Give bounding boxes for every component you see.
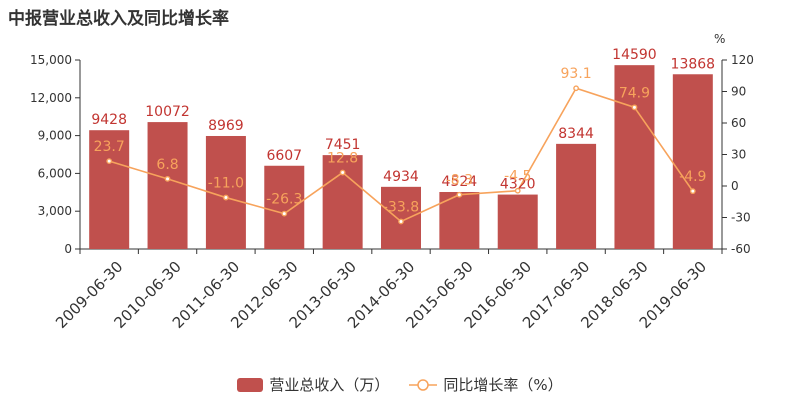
revenue-bar-label: 13868	[671, 56, 716, 72]
revenue-bar	[672, 74, 713, 249]
growth-line-series	[106, 85, 696, 225]
growth-point-label: -33.8	[383, 199, 419, 215]
revenue-bar	[556, 143, 597, 249]
growth-point-label: 74.9	[619, 85, 650, 101]
y-left-tick-label: 12,000	[30, 91, 72, 105]
revenue-bar	[322, 155, 363, 249]
growth-point-label: -8.3	[446, 173, 473, 189]
revenue-bar-label: 4934	[383, 169, 419, 185]
growth-point	[456, 191, 463, 198]
growth-point-label: -11.0	[208, 176, 244, 192]
revenue-bar	[147, 122, 188, 249]
revenue-bar	[497, 194, 538, 249]
growth-point	[573, 85, 579, 92]
growth-point-label: 6.8	[156, 157, 178, 173]
growth-point	[514, 187, 521, 194]
revenue-bar	[264, 165, 305, 249]
revenue-bar	[614, 65, 655, 249]
legend-label-revenue: 营业总收入（万）	[269, 376, 390, 394]
revenue-bar-label: 14590	[612, 47, 657, 63]
y-right-tick-label: 90	[731, 85, 746, 99]
y-left-tick-label: 3,000	[38, 204, 72, 218]
revenue-bar-label: 8969	[208, 118, 244, 134]
chart-title: 中报营业总收入及同比增长率	[8, 9, 229, 29]
growth-point	[106, 158, 113, 165]
y-right-unit-label: %	[714, 32, 725, 46]
revenue-bar	[381, 186, 421, 249]
growth-point-label: 12.8	[327, 151, 358, 167]
growth-point	[398, 218, 404, 225]
legend-item-growth[interactable]: 同比增长率（%）	[409, 374, 563, 395]
growth-point-label: 23.7	[94, 139, 125, 155]
revenue-bar-label: 9428	[91, 112, 127, 128]
data-labels: 9428 10072 8969 6607 7451 4934 4524 4320 8344 145…	[91, 47, 715, 215]
bar-series	[89, 65, 713, 249]
growth-point	[223, 194, 229, 201]
y-right-tick-label: 120	[731, 53, 754, 67]
revenue-bar	[89, 130, 130, 249]
y-left-tick-label: 9,000	[38, 129, 72, 143]
growth-point	[689, 188, 696, 195]
legend-bar-swatch	[237, 377, 264, 392]
legend: 营业总收入（万） 同比增长率（%）	[0, 374, 800, 395]
growth-point	[339, 169, 346, 176]
y-right-tick-label: 30	[731, 148, 746, 162]
revenue-bar-label: 4524	[442, 174, 478, 190]
y-right-tick-label: 60	[731, 116, 746, 130]
legend-label-growth: 同比增长率（%）	[443, 376, 563, 394]
growth-point	[631, 104, 638, 111]
growth-point-label: -26.3	[266, 192, 302, 208]
y-right-tick-label: -30	[731, 211, 751, 225]
growth-point-label: -4.9	[679, 169, 706, 185]
growth-point-label: 93.1	[561, 66, 592, 82]
y-left-tick-label: 0	[64, 242, 72, 256]
y-right-tick-label: 0	[731, 179, 739, 193]
y-right-tick-label: -60	[731, 242, 751, 256]
revenue-bar-label: 7451	[325, 137, 361, 153]
revenue-bar-label: 4320	[500, 177, 536, 193]
growth-point	[164, 175, 171, 182]
legend-line-swatch	[409, 378, 438, 391]
legend-item-revenue[interactable]: 营业总收入（万）	[237, 374, 389, 395]
growth-point	[281, 210, 288, 217]
y-left-tick-label: 15,000	[30, 53, 72, 67]
revenue-bar-label: 6607	[266, 148, 302, 164]
y-left-tick-label: 6,000	[38, 166, 72, 180]
growth-point-label: -4.5	[504, 169, 531, 185]
revenue-bar-label: 10072	[145, 104, 190, 120]
revenue-bar-label: 8344	[558, 126, 594, 142]
